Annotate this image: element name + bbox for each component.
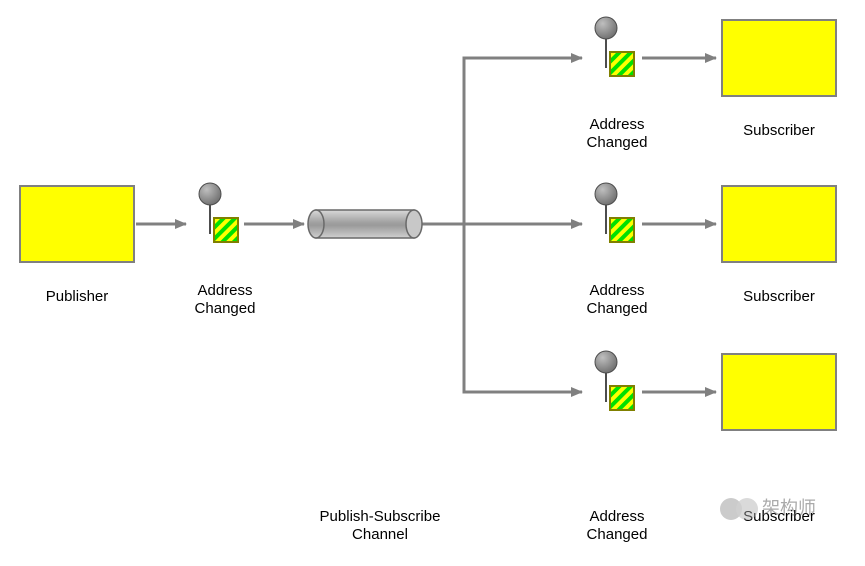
message-icon bbox=[595, 17, 634, 76]
address-changed-label-bot: Address Changed bbox=[562, 508, 672, 544]
publisher-box bbox=[20, 186, 134, 262]
watermark-text: 架构师 bbox=[762, 498, 816, 518]
subscriber-label-mid: Subscriber bbox=[722, 288, 836, 306]
address-changed-label: Address Changed bbox=[170, 282, 280, 318]
subscriber-label-top: Subscriber bbox=[722, 122, 836, 140]
message-icon bbox=[595, 183, 634, 242]
address-changed-label-top: Address Changed bbox=[562, 116, 672, 152]
address-changed-label-mid: Address Changed bbox=[562, 282, 672, 318]
subscriber-box-top bbox=[722, 20, 836, 96]
channel-label: Publish-Subscribe Channel bbox=[300, 508, 460, 544]
watermark: 架构师 bbox=[720, 494, 816, 520]
message-icon bbox=[199, 183, 238, 242]
subscriber-box-mid bbox=[722, 186, 836, 262]
subscriber-box-bot bbox=[722, 354, 836, 430]
publisher-label: Publisher bbox=[20, 288, 134, 306]
message-icon bbox=[595, 351, 634, 410]
channel-cylinder bbox=[308, 210, 422, 238]
diagram-canvas bbox=[0, 0, 865, 566]
